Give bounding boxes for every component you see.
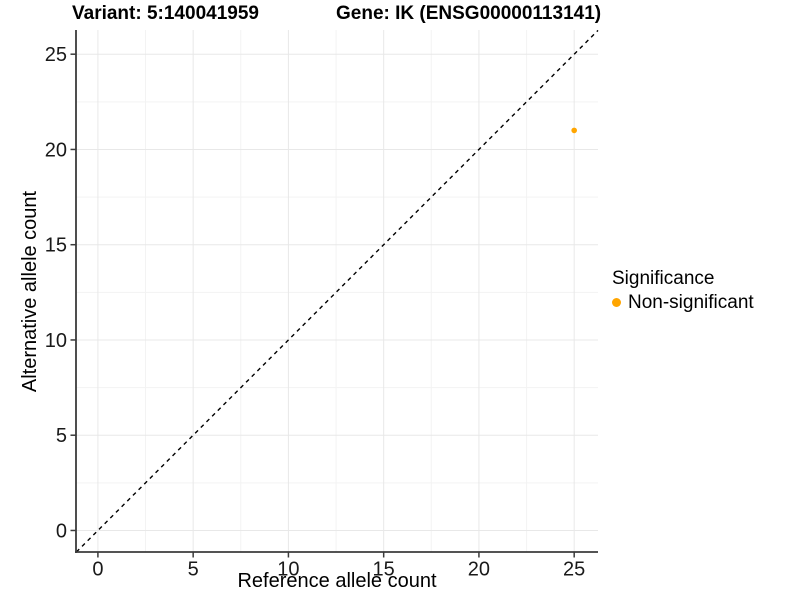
- x-tick-label: 15: [373, 559, 395, 581]
- x-tick-label: 0: [92, 559, 103, 581]
- y-axis-title-wrap: Alternative allele count: [18, 30, 44, 552]
- legend-title: Significance: [612, 268, 715, 289]
- legend-item-non-significant: Non-significant: [612, 292, 754, 313]
- x-tick-label: 25: [563, 559, 585, 581]
- plot-title-gene: Gene: IK (ENSG00000113141): [336, 3, 602, 24]
- y-tick-label: 25: [45, 44, 67, 66]
- y-tick-label: 20: [45, 139, 67, 161]
- plot-title-variant: Variant: 5:140041959: [72, 3, 259, 24]
- y-tick-label: 0: [56, 520, 67, 542]
- x-tick-label: 5: [188, 559, 199, 581]
- y-tick-label: 15: [45, 235, 67, 257]
- scatter-point: [571, 127, 577, 134]
- x-tick-label: 10: [277, 559, 299, 581]
- legend-point-icon: [612, 298, 621, 307]
- y-axis-title: Alternative allele count: [19, 190, 42, 392]
- legend: Significance Non-significant: [612, 268, 754, 313]
- y-tick-label: 10: [45, 330, 67, 352]
- x-axis-title: Reference allele count: [237, 570, 437, 592]
- y-tick-label: 5: [56, 425, 67, 447]
- identity-reference-line: [75, 29, 599, 553]
- legend-item-label: Non-significant: [628, 292, 754, 313]
- x-tick-label: 20: [468, 559, 490, 581]
